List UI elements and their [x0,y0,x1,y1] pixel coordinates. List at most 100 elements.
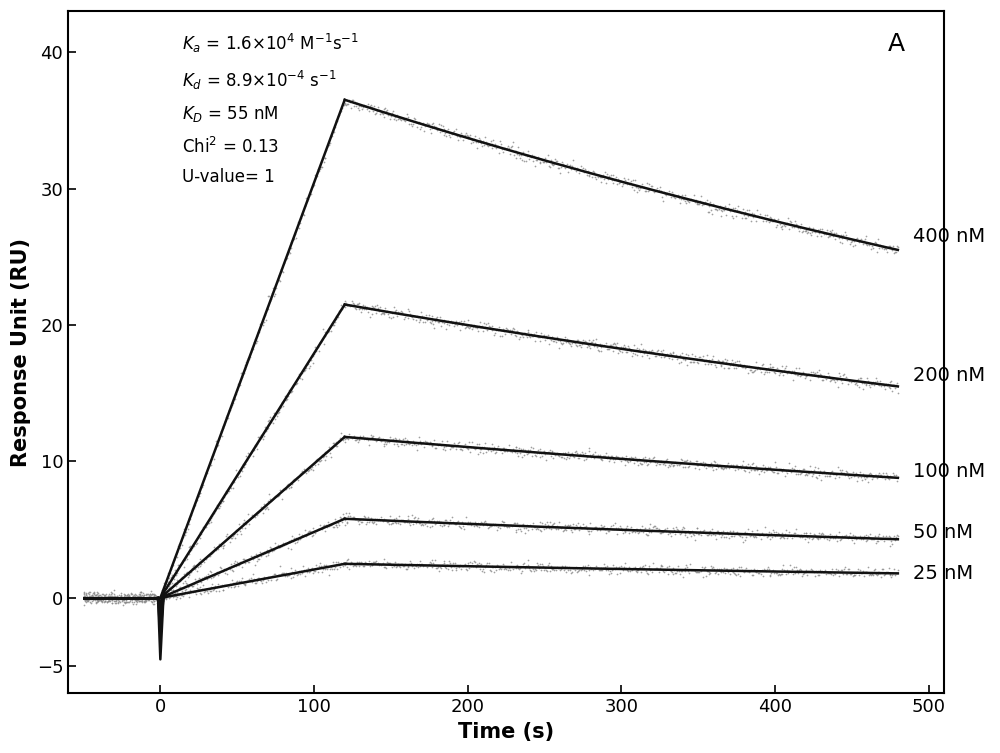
Point [863,378,879,390]
Point [624,526,640,538]
Point [266,290,282,302]
Point [224,532,240,544]
Point [438,562,454,574]
Point [236,578,252,590]
Point [405,517,421,529]
Point [160,587,176,599]
Point [292,372,308,384]
Point [122,591,138,603]
Point [625,347,641,359]
Point [378,562,394,574]
Point [433,440,449,452]
Point [645,346,661,358]
Point [481,441,497,453]
Point [370,432,386,444]
Point [167,577,183,589]
Point [553,523,569,535]
Point [420,118,436,130]
Point [835,369,851,381]
Point [131,595,147,607]
Point [643,346,659,358]
Point [289,222,305,234]
Point [725,525,741,537]
Point [620,456,636,468]
Point [495,442,511,454]
Point [441,319,457,331]
Point [168,590,184,602]
Point [829,566,845,578]
Point [549,155,565,167]
Point [627,526,643,538]
Point [431,316,447,328]
Point [689,197,705,209]
Point [861,380,877,392]
Point [431,438,447,450]
Point [194,583,210,595]
Point [342,558,358,570]
Point [426,516,442,528]
Point [518,522,534,534]
Point [618,450,634,462]
Point [217,579,233,591]
Point [517,148,533,160]
Point [339,98,355,110]
Point [163,587,179,599]
Point [695,525,711,537]
Point [472,135,488,147]
Point [337,433,353,445]
Point [589,562,605,574]
Point [445,316,461,328]
Point [743,564,759,576]
Point [308,559,324,571]
Point [503,519,519,531]
Point [792,221,808,233]
Point [223,581,239,593]
Point [727,355,743,367]
Point [620,340,636,352]
Point [760,362,776,374]
Point [371,559,387,572]
Point [389,438,405,450]
Point [219,579,235,591]
Point [87,593,103,605]
Point [557,523,573,535]
Point [86,593,102,605]
Point [572,562,588,575]
Point [526,565,542,577]
Point [525,155,541,167]
Point [425,438,441,450]
Point [173,582,189,594]
Point [808,531,824,543]
Point [377,514,393,526]
Point [323,519,339,531]
Point [848,533,864,545]
Point [639,177,655,189]
Point [476,517,492,529]
Point [633,338,649,350]
Point [674,189,690,201]
Point [145,592,161,604]
Point [405,312,421,325]
Point [579,561,595,573]
Point [454,319,470,331]
Point [199,551,215,563]
Point [541,523,557,535]
Point [575,334,591,346]
Point [258,575,274,587]
Point [321,441,337,453]
Point [238,355,254,367]
Point [682,356,698,368]
Point [394,438,410,450]
Point [760,561,776,573]
Point [787,567,803,579]
Point [281,569,297,581]
Point [556,565,572,577]
Point [581,334,597,346]
Point [694,199,710,211]
Point [509,559,525,572]
Point [132,589,148,601]
Point [292,532,308,544]
Point [384,517,400,529]
Point [587,521,603,533]
Point [396,313,412,325]
